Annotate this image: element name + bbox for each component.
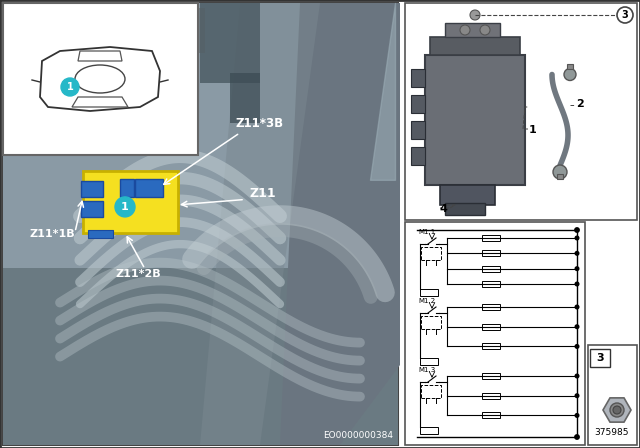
Bar [440, 185, 495, 205]
Circle shape [575, 394, 579, 397]
Bar [420, 358, 438, 365]
Circle shape [575, 435, 579, 439]
Bar [411, 95, 425, 113]
Text: Z11*2B: Z11*2B [115, 269, 161, 279]
Text: M1.1: M1.1 [418, 229, 435, 235]
Bar [3, 3, 398, 268]
Circle shape [575, 236, 579, 240]
Bar [482, 413, 500, 418]
Bar [482, 393, 500, 399]
Circle shape [575, 414, 579, 417]
Bar [3, 3, 198, 155]
Circle shape [553, 165, 567, 179]
Bar [411, 121, 425, 139]
Circle shape [617, 7, 633, 23]
Text: 3: 3 [596, 353, 604, 363]
Circle shape [61, 78, 79, 96]
Bar [135, 179, 163, 197]
Circle shape [575, 267, 579, 271]
Bar [445, 203, 485, 215]
Circle shape [115, 197, 135, 217]
Circle shape [470, 10, 480, 20]
Bar [83, 171, 178, 233]
Text: 375985: 375985 [595, 428, 629, 437]
Bar [195, 8, 205, 53]
Circle shape [575, 345, 579, 348]
Circle shape [575, 282, 579, 286]
Polygon shape [200, 3, 320, 445]
Circle shape [460, 25, 470, 35]
Bar [420, 289, 438, 296]
Bar [482, 281, 500, 287]
Bar [482, 250, 500, 256]
Bar [405, 3, 637, 220]
Circle shape [575, 305, 579, 309]
Text: 1: 1 [121, 202, 129, 212]
Bar [482, 266, 500, 271]
Circle shape [575, 251, 579, 255]
Polygon shape [603, 398, 631, 422]
Bar [180, 8, 190, 53]
Bar [421, 316, 441, 329]
Bar [421, 385, 441, 398]
Circle shape [575, 228, 579, 232]
Text: Z11: Z11 [250, 187, 276, 201]
Text: 2: 2 [576, 99, 584, 109]
Bar [590, 349, 610, 367]
Bar [200, 3, 260, 83]
Bar [411, 147, 425, 165]
Text: 1: 1 [529, 125, 537, 135]
Text: 3: 3 [621, 10, 628, 20]
Bar [421, 247, 441, 260]
Bar [482, 373, 500, 379]
Circle shape [575, 325, 579, 328]
Circle shape [613, 406, 621, 414]
Bar [3, 268, 398, 445]
Bar [81, 201, 103, 217]
Bar [420, 427, 438, 434]
Bar [482, 304, 500, 310]
Bar [411, 69, 425, 87]
Polygon shape [280, 3, 400, 445]
Text: 4: 4 [440, 204, 448, 214]
Bar [425, 55, 525, 185]
Bar [445, 23, 500, 37]
Bar [482, 235, 500, 241]
Text: M1.2: M1.2 [418, 298, 435, 304]
Bar [150, 8, 160, 53]
Bar [557, 174, 563, 179]
Text: 1: 1 [67, 82, 74, 92]
Bar [230, 73, 260, 123]
Bar [482, 344, 500, 349]
Bar [135, 8, 145, 53]
Text: M1.3: M1.3 [418, 367, 435, 373]
Bar [430, 37, 520, 55]
Bar [567, 64, 573, 69]
Bar [588, 345, 637, 445]
Text: EO0000000384: EO0000000384 [323, 431, 393, 440]
Bar [482, 324, 500, 330]
Bar [3, 3, 398, 445]
Bar [405, 222, 585, 445]
Text: Z11*1B: Z11*1B [30, 229, 76, 239]
Bar [120, 8, 130, 53]
Circle shape [564, 69, 576, 81]
Circle shape [480, 25, 490, 35]
Bar [81, 181, 103, 197]
Text: Z11*3B: Z11*3B [235, 117, 283, 130]
Bar [120, 179, 134, 197]
Circle shape [610, 403, 624, 417]
Circle shape [575, 374, 579, 378]
Bar [165, 8, 175, 53]
Bar [88, 230, 113, 238]
